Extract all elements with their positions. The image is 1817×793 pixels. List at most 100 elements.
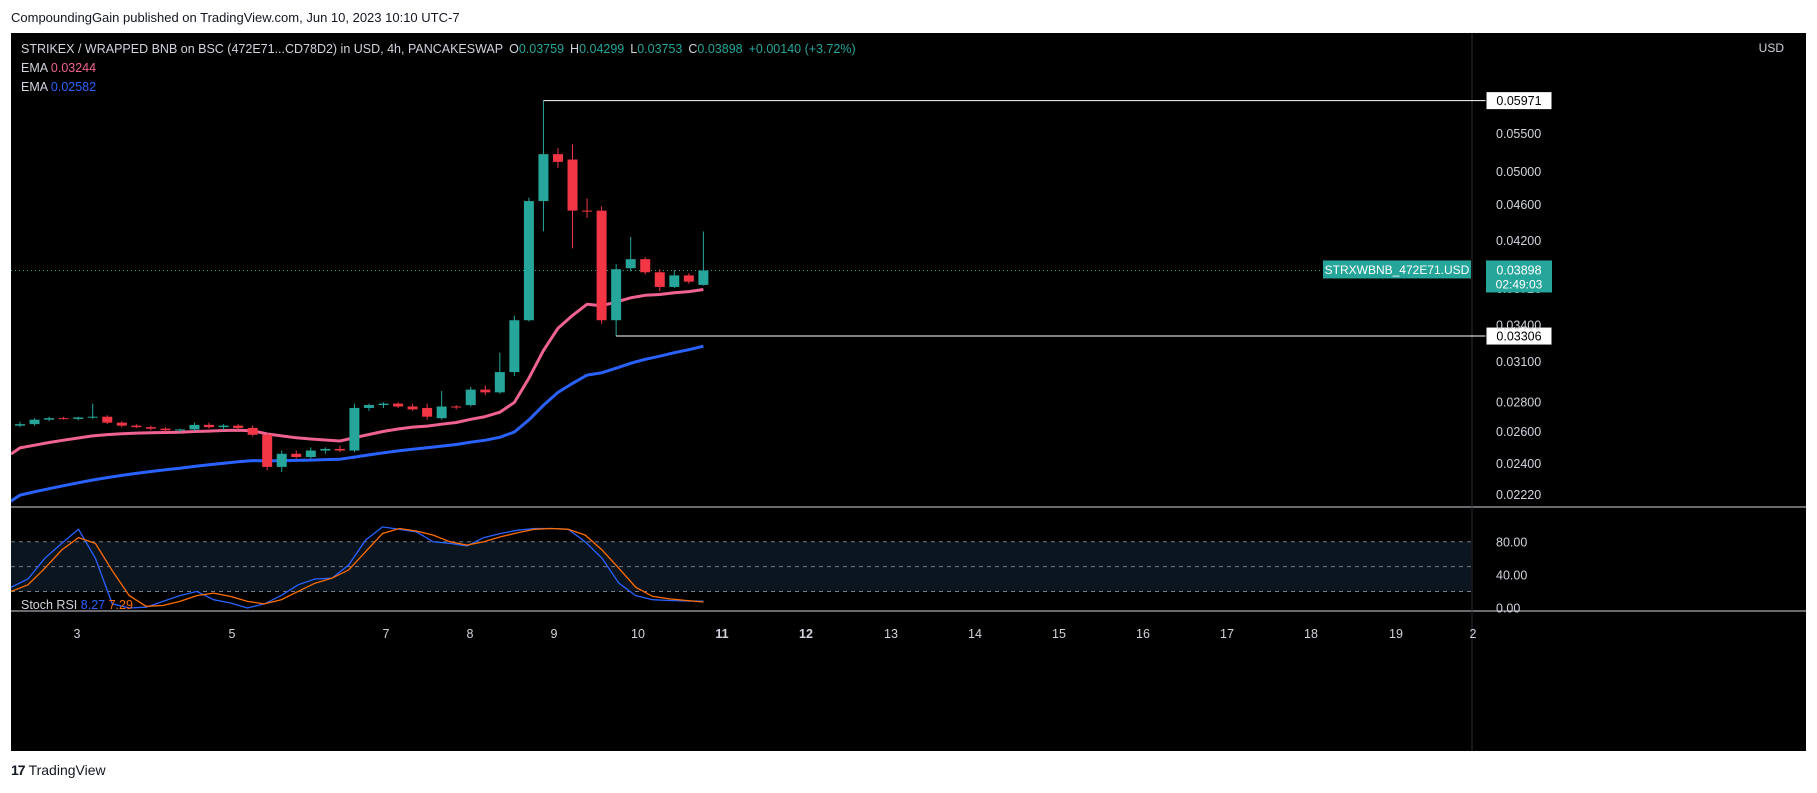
horizontal-lines-layer: 0.05971 0.03306 [543, 91, 1553, 346]
candle-body [305, 450, 316, 458]
candle-body [131, 425, 142, 428]
candle-body [393, 403, 404, 407]
low-label: L [630, 42, 638, 56]
candle-body [58, 418, 69, 420]
price-tick-label: 0.02800 [1496, 396, 1541, 410]
ema1-label: EMA [21, 61, 48, 75]
low-price-label-box [1485, 326, 1553, 346]
high-label: H [570, 42, 580, 56]
symbol-badge-bg [1323, 260, 1471, 279]
candle-body [44, 418, 55, 420]
symbol-badge-text: STRXWBNB_472E71.USD [1325, 263, 1470, 277]
candle-body [145, 427, 156, 429]
candle-body [451, 406, 462, 408]
stoch-tick-label: 40.00 [1496, 568, 1527, 582]
time-tick-label: 19 [1389, 627, 1403, 641]
ema1-value: 0.03244 [50, 61, 97, 75]
price-tick-label: 0.03400 [1496, 318, 1541, 332]
candle-body [480, 389, 491, 393]
open-value: 0.03759 [518, 42, 565, 56]
time-tick-label: 18 [1304, 627, 1318, 641]
candle-body [334, 448, 345, 451]
candle-body [567, 159, 578, 211]
price-tick-label: 0.02600 [1496, 425, 1541, 439]
candle-body [552, 154, 563, 162]
candle-body [407, 406, 418, 410]
candle-body [276, 453, 287, 467]
ema2-line [11, 344, 704, 503]
candle-body [291, 453, 302, 458]
candle-body [494, 372, 505, 393]
time-tick-label: 17 [1220, 627, 1234, 641]
price-tick-label: 0.05500 [1496, 127, 1541, 141]
stoch-k-value: 8.27 [80, 598, 106, 612]
price-tick-label: 0.02400 [1496, 457, 1541, 471]
close-value: 0.03898 [697, 42, 743, 56]
grid-layer [11, 33, 1806, 751]
time-tick-label: 16 [1136, 627, 1150, 641]
candle-body [29, 419, 40, 425]
symbol-title[interactable]: STRIKEX / WRAPPED BNB on BSC (472E71...C… [21, 42, 504, 56]
time-tick-label: 3 [74, 627, 81, 641]
time-tick-label: 13 [884, 627, 898, 641]
currency-label[interactable]: USD [1758, 41, 1784, 55]
price-tick-label: 0.05000 [1496, 165, 1541, 179]
time-tick-label: 15 [1052, 627, 1066, 641]
candle-body [538, 154, 549, 202]
high-value: 0.04299 [579, 42, 625, 56]
candle-body [160, 428, 171, 431]
candle-body [349, 407, 360, 451]
close-label: C [688, 42, 698, 56]
price-tick-label: 0.02220 [1496, 488, 1541, 502]
ema2-value: 0.02582 [50, 80, 97, 94]
time-tick-label: 7 [383, 627, 390, 641]
chart-legend: STRIKEX / WRAPPED BNB on BSC (472E71...C… [21, 42, 856, 56]
time-axis-layer: 3 5 7 8 9 10 11 12 13 14 15 16 17 18 19 2 [74, 627, 1477, 641]
open-label: O [509, 42, 519, 56]
candle-body [218, 425, 229, 428]
high-price-label-text: 0.05971 [1496, 94, 1541, 108]
candle-body [669, 275, 680, 287]
candle-body [582, 210, 593, 212]
candle-body [625, 259, 636, 269]
time-tick-label: 14 [968, 627, 982, 641]
candle-body [363, 405, 374, 408]
price-axis-layer: 0.055000.050000.046000.042000.037260.034… [1323, 127, 1552, 502]
time-tick-label: 2 [1470, 627, 1477, 641]
candle-body [116, 422, 127, 426]
price-tick-label: 0.04600 [1496, 198, 1541, 212]
time-tick-label: 12 [799, 627, 813, 641]
candle-body [422, 407, 433, 417]
publish-line: CompoundingGain published on TradingView… [11, 10, 460, 25]
candle-body [320, 448, 331, 451]
ema1-legend[interactable]: EMA 0.03244 [21, 61, 96, 75]
candle-body [596, 210, 607, 321]
tradingview-logo[interactable]: 17 TradingView [11, 762, 106, 778]
countdown-text: 02:49:03 [1496, 277, 1543, 291]
price-tick-label: 0.04200 [1496, 234, 1541, 248]
stoch-layer: 80.00 40.00 0.00 [11, 526, 1527, 616]
tradingview-brand: TradingView [28, 762, 106, 778]
stoch-label: Stoch RSI [21, 598, 78, 612]
candle-body [683, 275, 694, 282]
time-tick-label: 8 [467, 627, 474, 641]
candle-body [523, 201, 534, 321]
low-price-label-text: 0.03306 [1496, 330, 1541, 344]
chart-frame[interactable]: 0.05971 0.03306 0.05500 0.05000 0.04600 0.04… [11, 33, 1806, 751]
low-value: 0.03753 [637, 42, 683, 56]
tradingview-logo-icon: 17 [11, 762, 26, 778]
stoch-legend[interactable]: Stoch RSI 8.27 7.29 [21, 598, 133, 612]
ema2-legend[interactable]: EMA 0.02582 [21, 80, 96, 94]
price-badge-bg [1486, 260, 1552, 293]
chart-svg[interactable]: 0.05971 0.03306 0.05500 0.05000 0.04600 0.04… [11, 33, 1806, 751]
candle-body [465, 389, 476, 406]
candle-body [640, 259, 651, 273]
candle-body [102, 416, 113, 423]
candle-body [204, 424, 215, 428]
candle-body [378, 403, 389, 406]
candle-body [654, 272, 665, 287]
candle-body [73, 417, 84, 419]
stoch-tick-label: 0.00 [1496, 602, 1520, 616]
candle-body [174, 429, 185, 431]
candle-body [189, 424, 200, 430]
